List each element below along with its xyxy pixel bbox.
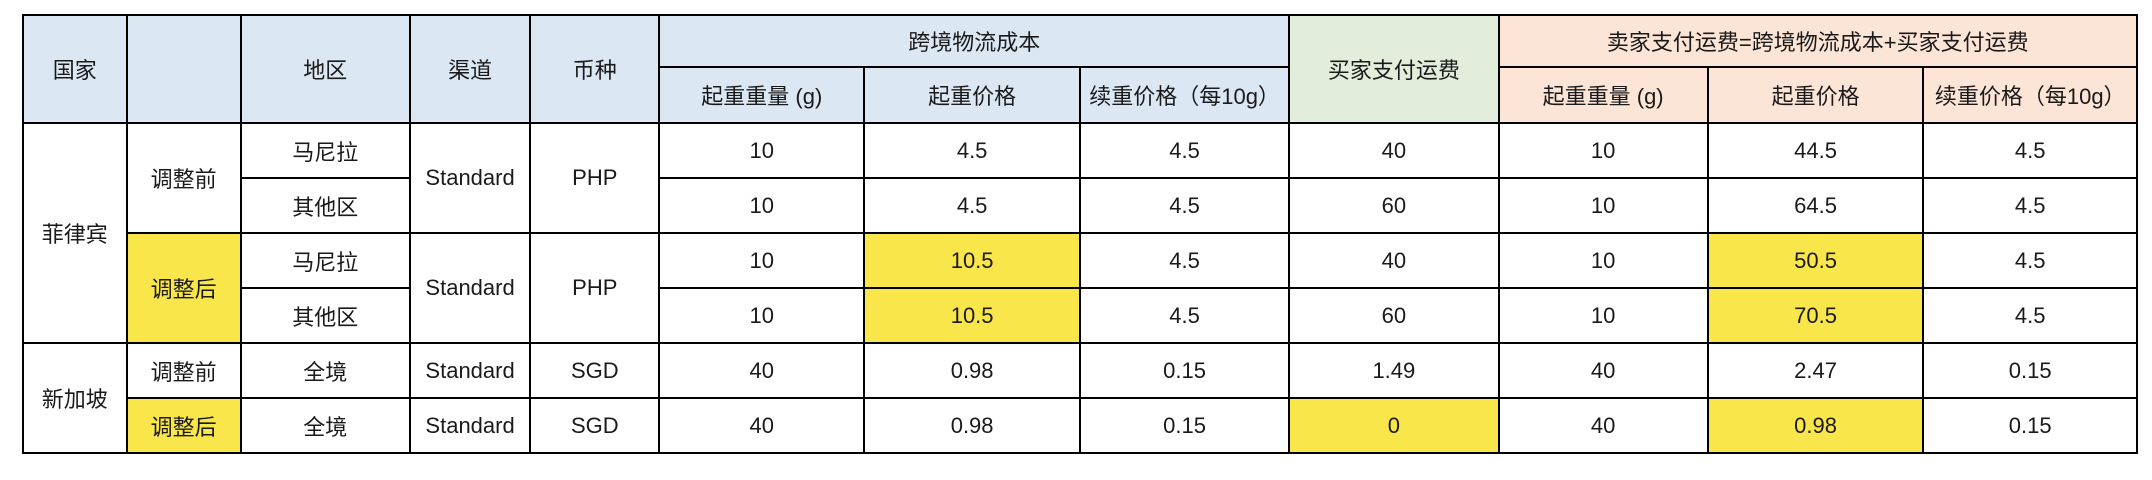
group-header-seller-fee: 卖家支付运费=跨境物流成本+买家支付运费 [1497, 14, 2138, 68]
cell-channel: Standard [408, 232, 532, 344]
cell-buyer-fee-highlighted: 0 [1288, 397, 1500, 454]
cell-adjust-before-ph: 调整前 [125, 122, 242, 234]
cell-seller-additional-price: 0.15 [1922, 342, 2138, 399]
cell-region: 其他区 [239, 287, 411, 344]
cell-channel: Standard [408, 342, 532, 399]
cell-logistics-first-price-highlighted: 10.5 [863, 232, 1081, 289]
table-row-ph-after-manila: 调整后 马尼拉 Standard PHP 10 10.5 4.5 40 10 5… [23, 232, 2138, 344]
cell-country-singapore: 新加坡 [22, 342, 128, 454]
table-row-ph-after-others: 其他区 10 10.5 4.5 60 10 70.5 4.5 [23, 287, 2138, 344]
cell-seller-first-weight: 10 [1497, 122, 1709, 179]
col-header-logistics-first-price: 起重价格 [863, 66, 1081, 124]
cell-logistics-first-weight: 40 [658, 342, 866, 399]
cell-seller-first-price-highlighted: 50.5 [1706, 232, 1925, 289]
cell-seller-additional-price: 4.5 [1922, 232, 2138, 289]
cell-seller-first-weight: 10 [1497, 232, 1709, 289]
cell-logistics-first-price: 4.5 [863, 177, 1081, 234]
cell-region: 马尼拉 [239, 232, 411, 289]
cell-channel: Standard [408, 122, 532, 234]
cell-channel: Standard [408, 397, 532, 454]
cell-logistics-additional-price: 4.5 [1078, 177, 1291, 234]
cell-logistics-additional-price: 4.5 [1078, 122, 1291, 179]
cell-currency: SGD [529, 342, 661, 399]
cell-adjust-after-sg: 调整后 [125, 397, 242, 454]
cell-adjust-after-ph: 调整后 [125, 232, 242, 344]
cell-logistics-first-price: 0.98 [863, 342, 1081, 399]
col-header-logistics-additional-price: 续重价格（每10g） [1078, 66, 1291, 124]
cell-region: 马尼拉 [239, 122, 411, 179]
cell-logistics-first-price: 0.98 [863, 397, 1081, 454]
cell-seller-first-price: 2.47 [1706, 342, 1925, 399]
cell-region: 全境 [239, 342, 411, 399]
cell-seller-first-weight: 10 [1497, 177, 1709, 234]
cell-logistics-first-weight: 40 [658, 397, 866, 454]
cell-buyer-fee: 1.49 [1288, 342, 1500, 399]
cell-logistics-first-price-highlighted: 10.5 [863, 287, 1081, 344]
cell-currency: SGD [529, 397, 661, 454]
cell-logistics-additional-price: 0.15 [1078, 342, 1291, 399]
cell-seller-additional-price: 0.15 [1922, 397, 2138, 454]
cell-seller-first-price: 44.5 [1706, 122, 1925, 179]
cell-buyer-fee: 60 [1288, 177, 1500, 234]
cell-logistics-first-weight: 10 [658, 122, 866, 179]
cell-logistics-additional-price: 0.15 [1078, 397, 1291, 454]
group-header-logistics-cost: 跨境物流成本 [658, 14, 1291, 68]
table-row-sg-before: 新加坡 调整前 全境 Standard SGD 40 0.98 0.15 1.4… [22, 342, 2138, 454]
table-row-sg-after: 调整后 全境 Standard SGD 40 0.98 0.15 0 40 0.… [23, 397, 2138, 454]
cell-logistics-first-weight: 10 [658, 232, 866, 289]
col-header-channel: 渠道 [408, 14, 532, 124]
col-header-seller-first-weight: 起重重量 (g) [1497, 66, 1709, 124]
table-row-ph-before-others: 其他区 10 4.5 4.5 60 10 64.5 4.5 [23, 177, 2138, 234]
cell-logistics-additional-price: 4.5 [1078, 287, 1291, 344]
cell-buyer-fee: 40 [1288, 232, 1500, 289]
shipping-fee-table: 国家 地区 渠道 币种 跨境物流成本 买家支付运费 卖家支付运费=跨境物流成本+… [22, 14, 2138, 454]
col-header-seller-first-price: 起重价格 [1706, 66, 1925, 124]
col-header-seller-additional-price: 续重价格（每10g） [1922, 66, 2138, 124]
cell-seller-first-weight: 40 [1497, 397, 1709, 454]
cell-adjust-before-sg: 调整前 [125, 342, 242, 399]
cell-region: 其他区 [239, 177, 411, 234]
cell-buyer-fee: 40 [1288, 122, 1500, 179]
table-row-ph-before-manila: 菲律宾 调整前 马尼拉 Standard PHP 10 4.5 4.5 40 1… [22, 122, 2138, 344]
cell-buyer-fee: 60 [1288, 287, 1500, 344]
cell-seller-first-price-highlighted: 0.98 [1706, 397, 1925, 454]
cell-logistics-first-weight: 10 [658, 287, 866, 344]
cell-region: 全境 [239, 397, 411, 454]
col-header-logistics-first-weight: 起重重量 (g) [658, 66, 866, 124]
col-header-currency: 币种 [529, 14, 661, 124]
cell-seller-first-price-highlighted: 70.5 [1706, 287, 1925, 344]
cell-logistics-first-price: 4.5 [863, 122, 1081, 179]
col-header-buyer-fee: 买家支付运费 [1288, 14, 1500, 124]
cell-seller-additional-price: 4.5 [1922, 122, 2138, 179]
cell-logistics-additional-price: 4.5 [1078, 232, 1291, 289]
col-header-region: 地区 [239, 14, 411, 124]
cell-seller-additional-price: 4.5 [1922, 287, 2138, 344]
col-header-adjust-blank [125, 14, 242, 124]
cell-currency: PHP [529, 232, 661, 344]
col-header-country: 国家 [22, 14, 128, 124]
cell-seller-first-weight: 40 [1497, 342, 1709, 399]
cell-seller-first-weight: 10 [1497, 287, 1709, 344]
cell-country-philippines: 菲律宾 [22, 122, 128, 344]
cell-logistics-first-weight: 10 [658, 177, 866, 234]
cell-seller-additional-price: 4.5 [1922, 177, 2138, 234]
cell-currency: PHP [529, 122, 661, 234]
cell-seller-first-price: 64.5 [1706, 177, 1925, 234]
